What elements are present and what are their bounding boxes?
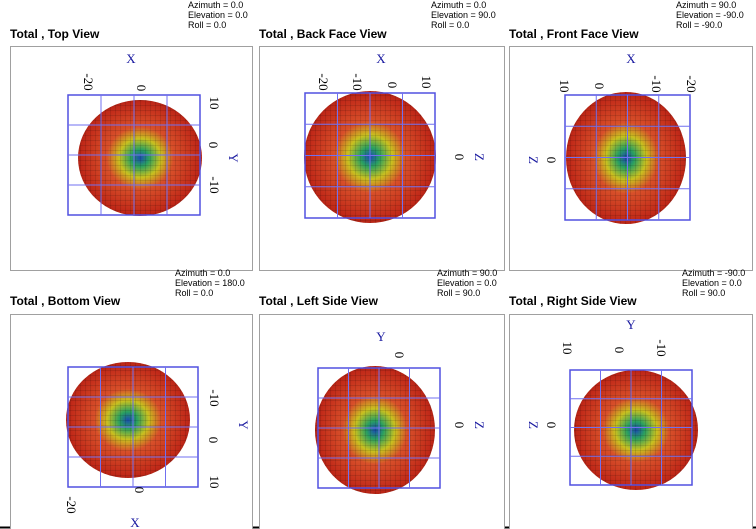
tick-label: 0 bbox=[134, 85, 149, 92]
tick-label: 10 bbox=[557, 80, 572, 93]
axis-label: Y bbox=[226, 153, 241, 163]
panel-title: Total , Top View bbox=[10, 27, 100, 41]
pattern-mesh bbox=[66, 362, 190, 478]
tick-label: 0 bbox=[385, 82, 400, 89]
panel-title: Total , Back Face View bbox=[259, 27, 387, 41]
view-parameter: Azimuth = 0.0 bbox=[175, 268, 230, 278]
tick-label: -20 bbox=[316, 73, 331, 90]
tick-label: 0 bbox=[592, 83, 607, 90]
panel-title: Total , Front Face View bbox=[509, 27, 639, 41]
tick-label: 0 bbox=[544, 157, 559, 164]
tick-label: -20 bbox=[64, 496, 79, 513]
pattern-mesh bbox=[78, 100, 202, 216]
tick-label: 0 bbox=[132, 487, 147, 494]
view-parameter: Azimuth = 90.0 bbox=[437, 268, 497, 278]
view-parameter: Azimuth = 0.0 bbox=[431, 0, 486, 10]
axis-label: Z bbox=[472, 153, 487, 161]
axis-label: Z bbox=[526, 156, 541, 164]
view-parameter: Elevation = 0.0 bbox=[682, 278, 742, 288]
panel-title: Total , Right Side View bbox=[509, 294, 637, 308]
view-parameter: Elevation = 0.0 bbox=[188, 10, 248, 20]
axis-label: Y bbox=[626, 317, 636, 332]
axis-label: X bbox=[376, 51, 386, 66]
axis-label: Z bbox=[472, 421, 487, 429]
panel-title: Total , Left Side View bbox=[259, 294, 379, 308]
tick-label: 0 bbox=[612, 347, 627, 354]
tick-label: -10 bbox=[654, 339, 669, 356]
view-parameter: Roll = -90.0 bbox=[676, 20, 722, 30]
view-parameter: Azimuth = 90.0 bbox=[676, 0, 736, 10]
view-parameter: Azimuth = 0.0 bbox=[188, 0, 243, 10]
tick-label: -10 bbox=[207, 176, 222, 193]
tick-label: -10 bbox=[207, 389, 222, 406]
view-parameter: Elevation = 0.0 bbox=[437, 278, 497, 288]
axis-label: X bbox=[126, 51, 136, 66]
view-parameter: Azimuth = -90.0 bbox=[682, 268, 745, 278]
view-parameter: Roll = 90.0 bbox=[682, 288, 725, 298]
axis-label: X bbox=[130, 515, 140, 529]
tick-label: 10 bbox=[419, 76, 434, 89]
view-parameter: Elevation = 180.0 bbox=[175, 278, 245, 288]
pattern-mesh bbox=[315, 366, 435, 494]
axis-label: Z bbox=[526, 421, 541, 429]
view-parameter: Roll = 90.0 bbox=[437, 288, 480, 298]
view-parameter: Elevation = 90.0 bbox=[431, 10, 496, 20]
axis-label: X bbox=[626, 51, 636, 66]
tick-label: -20 bbox=[684, 75, 699, 92]
axis-label: Y bbox=[376, 329, 386, 344]
view-parameter: Roll = 0.0 bbox=[175, 288, 213, 298]
tick-label: 0 bbox=[452, 154, 467, 161]
view-parameter: Roll = 0.0 bbox=[431, 20, 469, 30]
tick-label: 0 bbox=[206, 142, 221, 149]
view-parameter: Elevation = -90.0 bbox=[676, 10, 744, 20]
view-parameter: Roll = 0.0 bbox=[188, 20, 226, 30]
tick-label: -10 bbox=[649, 75, 664, 92]
tick-label: 10 bbox=[207, 97, 222, 110]
tick-label: -20 bbox=[81, 73, 96, 90]
panel-title: Total , Bottom View bbox=[10, 294, 121, 308]
tick-label: 0 bbox=[392, 352, 407, 359]
pattern-mesh bbox=[574, 370, 698, 490]
tick-label: -10 bbox=[350, 73, 365, 90]
tick-label: 0 bbox=[206, 437, 221, 444]
tick-label: 10 bbox=[560, 342, 575, 355]
axis-label: Y bbox=[236, 420, 251, 430]
tick-label: 0 bbox=[452, 422, 467, 429]
tick-label: 10 bbox=[207, 476, 222, 489]
tick-label: 0 bbox=[544, 422, 559, 429]
